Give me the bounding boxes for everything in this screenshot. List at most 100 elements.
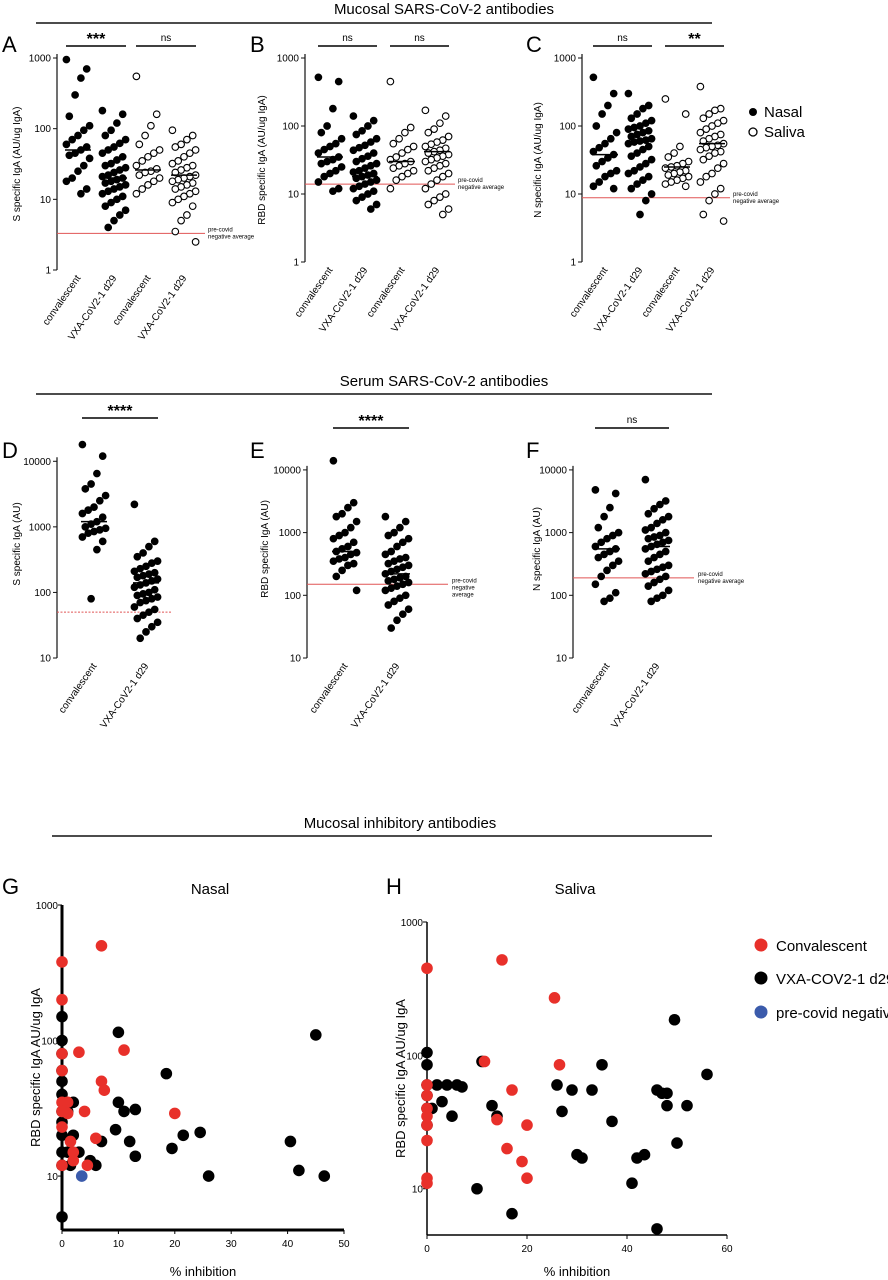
panel-c-point bbox=[696, 145, 705, 154]
panel-a-point bbox=[79, 161, 88, 170]
panel-a-point bbox=[135, 140, 144, 149]
panel-h-point-convalescent bbox=[553, 1058, 566, 1071]
panel-f-point bbox=[664, 586, 673, 595]
panel-c-point bbox=[699, 114, 708, 123]
panel-b-point bbox=[314, 73, 323, 82]
panel-f-point bbox=[653, 519, 661, 528]
panel-f-threshold-label: pre-covid bbox=[698, 572, 723, 578]
panel-h-y-tick-label: 10 bbox=[412, 1185, 424, 1196]
panel-e-point bbox=[398, 538, 407, 547]
panel-a-point bbox=[85, 154, 94, 163]
panel-e-y-label: RBD specific IgA (AU) bbox=[260, 500, 271, 598]
panel-c-point bbox=[708, 122, 716, 130]
panel-e-point bbox=[346, 523, 355, 532]
panel-d-point bbox=[130, 567, 139, 576]
panel-a-significance-label: ns bbox=[161, 33, 172, 44]
panel-c-point bbox=[639, 104, 647, 113]
panel-f-point bbox=[641, 526, 650, 534]
panel-h-point-vxa-cov2-1-d29 bbox=[576, 1152, 588, 1164]
panel-a-point bbox=[188, 131, 197, 140]
panel-d-point bbox=[130, 603, 139, 611]
panel-e-point bbox=[349, 538, 358, 547]
panel-b-point bbox=[358, 193, 366, 201]
panel-d-point bbox=[150, 537, 159, 546]
panel-g-y-tick-label: 1000 bbox=[36, 901, 59, 912]
panel-h-point-vxa-cov2-1-d29 bbox=[486, 1099, 498, 1112]
panel-f-point bbox=[591, 580, 600, 589]
panel-g-x-tick-label: 40 bbox=[282, 1239, 294, 1250]
panel-g-point-vxa-cov2-1-d29 bbox=[160, 1067, 173, 1080]
panel-a-point bbox=[174, 195, 183, 204]
panel-a-point bbox=[107, 198, 115, 207]
panel-c-y-label: N specific IgA (AU/ug IgA) bbox=[533, 102, 544, 218]
panel-h-point-convalescent bbox=[501, 1142, 513, 1155]
panel-a-point bbox=[113, 119, 121, 127]
panel-b-point bbox=[334, 77, 343, 86]
panel-b-point bbox=[337, 134, 346, 143]
panel-e-point bbox=[393, 542, 401, 551]
panel-a-point bbox=[138, 157, 147, 165]
panel-d-point bbox=[84, 529, 93, 538]
panel-b-y-tick-label: 1000 bbox=[277, 54, 300, 65]
panel-f-point bbox=[606, 594, 614, 603]
panel-d-y-tick-label: 10 bbox=[40, 654, 52, 665]
panel-f-point bbox=[603, 566, 611, 575]
panel-h-point-convalescent bbox=[421, 1089, 433, 1102]
panel-a-point bbox=[118, 110, 127, 119]
panel-f-point bbox=[597, 572, 606, 581]
panel-b-point bbox=[424, 128, 433, 137]
panel-f-point bbox=[644, 582, 653, 590]
panel-a-point bbox=[149, 177, 158, 186]
panel-a-point bbox=[62, 140, 71, 149]
panel-h-point-convalescent bbox=[521, 1119, 533, 1131]
panel-c-point bbox=[647, 190, 656, 198]
legend-negative-marker bbox=[754, 1005, 768, 1019]
panel-g-point-vxa-cov2-1-d29 bbox=[56, 1075, 68, 1088]
panel-c-point bbox=[711, 149, 719, 157]
panel-a-point bbox=[115, 211, 124, 219]
panel-e-point bbox=[329, 534, 338, 543]
panel-c-point bbox=[664, 153, 673, 161]
panel-b-point bbox=[401, 128, 409, 137]
panel-f-y-tick-label: 10 bbox=[556, 654, 568, 665]
panel-a-point bbox=[82, 65, 91, 73]
panel-d-category-label: VXA-CoV2-1 d29 bbox=[98, 661, 151, 731]
panel-f-point bbox=[661, 497, 670, 505]
panel-c-point bbox=[641, 159, 650, 168]
legend-vaccine-label: VXA-COV2-1 d29 bbox=[776, 971, 888, 988]
panel-a-point bbox=[144, 152, 152, 161]
panel-c-point bbox=[644, 142, 653, 151]
panel-d-point bbox=[78, 440, 87, 449]
panel-f-point bbox=[647, 597, 656, 606]
panel-g-title: Nasal bbox=[191, 881, 229, 898]
panel-a-point bbox=[62, 177, 71, 186]
panel-f-point bbox=[611, 489, 620, 498]
panel-f-point bbox=[658, 515, 667, 524]
panel-g-point-vxa-cov2-1-d29 bbox=[56, 1129, 68, 1142]
panel-a-point bbox=[168, 177, 177, 186]
panel-b-point bbox=[421, 142, 430, 151]
panel-a-point bbox=[171, 227, 180, 236]
panel-d-point bbox=[93, 469, 101, 478]
panel-e-point bbox=[352, 517, 361, 526]
panel-b-point bbox=[352, 130, 361, 139]
panel-a-point bbox=[168, 126, 177, 135]
panel-h-point-vxa-cov2-1-d29 bbox=[671, 1137, 683, 1149]
section-title-serum: Serum SARS-CoV-2 antibodies bbox=[340, 373, 548, 390]
panel-c-point bbox=[696, 128, 705, 137]
panel-h-point-vxa-cov2-1-d29 bbox=[436, 1095, 448, 1108]
panel-c-point bbox=[661, 95, 670, 103]
panel-h-point-vxa-cov2-1-d29 bbox=[566, 1084, 578, 1096]
panel-e-threshold-label: average bbox=[452, 592, 474, 598]
panel-c-point bbox=[661, 180, 670, 188]
panel-b-point bbox=[441, 112, 450, 120]
panel-h-y-label: RBD specific IgA AU/ug IgA bbox=[393, 999, 408, 1158]
panel-c-point bbox=[719, 159, 728, 168]
panel-c-point bbox=[612, 128, 621, 137]
panel-c-point bbox=[633, 180, 641, 188]
panel-b-point bbox=[433, 176, 441, 184]
panel-h-point-vxa-cov2-1-d29 bbox=[586, 1084, 598, 1096]
panel-h-point-convalescent bbox=[421, 1110, 433, 1122]
panel-a-point bbox=[185, 149, 194, 158]
panel-g-point-vxa-cov2-1-d29 bbox=[129, 1150, 142, 1163]
